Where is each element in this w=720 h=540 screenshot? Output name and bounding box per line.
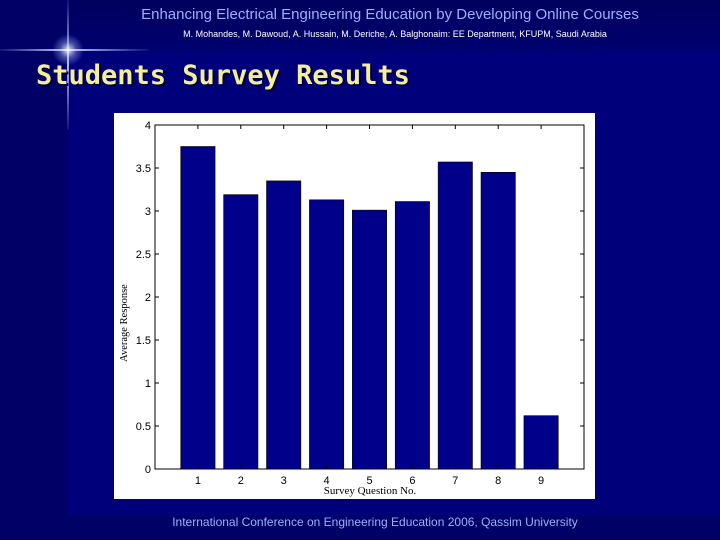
x-tick-label: 4: [324, 475, 330, 487]
x-tick-label: 9: [538, 475, 544, 487]
y-axis-label: Average Response: [119, 284, 130, 362]
bar: [180, 146, 216, 470]
bar: [266, 180, 302, 470]
x-tick-label: 3: [281, 475, 287, 487]
y-tick-label: 1.5: [136, 335, 151, 347]
bar: [223, 194, 259, 470]
bar: [480, 171, 516, 470]
y-tick-label: 3.5: [136, 163, 151, 175]
left-band: [0, 0, 68, 540]
header-band: [0, 0, 720, 52]
plot-area: 0 0.5 1 1.5 2 2.5 3 3.5 4 1 2 3 4 5 6 7 8 9: [136, 120, 585, 487]
y-tick-label: 3: [145, 206, 151, 218]
header-title: Enhancing Electrical Engineering Educati…: [141, 6, 639, 23]
y-tick-label: 0: [145, 464, 151, 476]
y-tick-label: 1: [145, 378, 151, 390]
y-tick-label: 2: [145, 292, 151, 304]
bar: [523, 415, 559, 470]
lens-flare-icon: [52, 34, 84, 66]
bar: [394, 201, 430, 470]
y-tick-label: 0.5: [136, 421, 151, 433]
slide-title: Students Survey Results: [36, 60, 410, 91]
bar: [309, 199, 345, 470]
bar-chart: 0 0.5 1 1.5 2 2.5 3 3.5 4 1 2 3 4 5 6 7 8 9 Average Respo…: [114, 113, 595, 499]
x-tick-label: 5: [366, 475, 372, 487]
header-authors: M. Mohandes, M. Dawoud, A. Hussain, M. D…: [183, 29, 607, 39]
y-tick-label: 2.5: [136, 249, 151, 261]
x-tick-label: 8: [495, 475, 501, 487]
y-tick-label: 4: [145, 120, 151, 132]
bar: [437, 161, 473, 470]
bar: [352, 209, 387, 470]
x-tick-label: 1: [195, 475, 201, 487]
footer-band: [0, 516, 720, 540]
footer-text: International Conference on Engineering …: [172, 515, 578, 529]
x-tick-label: 7: [452, 475, 458, 487]
x-tick-label: 6: [409, 475, 415, 487]
x-tick-label: 2: [238, 475, 244, 487]
x-axis-label: Survey Question No.: [324, 485, 417, 497]
